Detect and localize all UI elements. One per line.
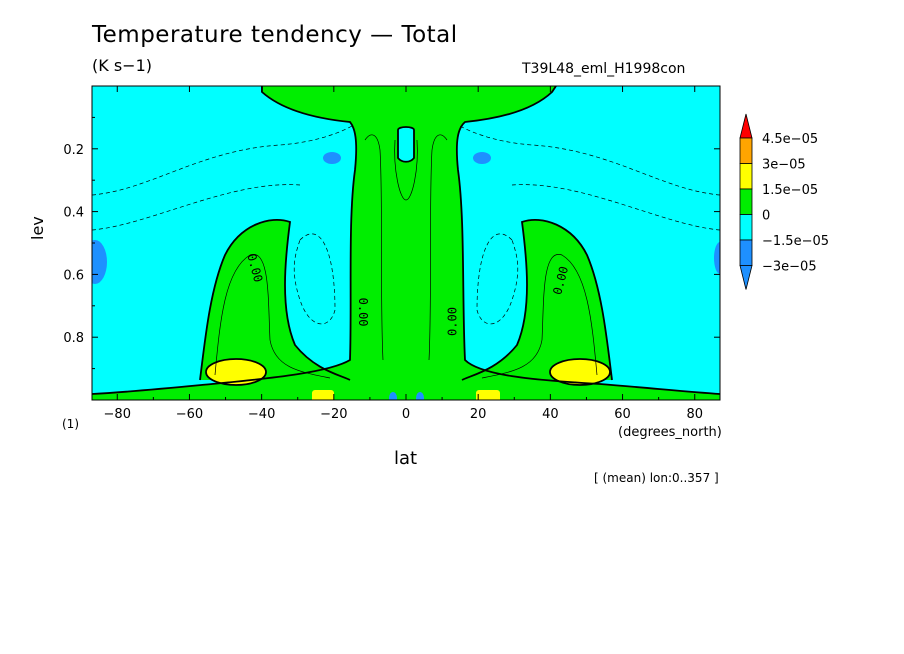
contour-fields (92, 86, 720, 400)
positive-left-lobe (200, 219, 350, 380)
x-axis-unit: (degrees_north) (618, 425, 722, 440)
colorbar-label: 1.5e−05 (762, 183, 818, 198)
contour-label: 0.00 (445, 307, 459, 336)
y-tick-label: 0.4 (63, 206, 84, 221)
colorbar-over-triangle (739, 113, 753, 139)
chart-title: Temperature tendency — Total (92, 22, 458, 48)
y-tick-label: 0.6 (63, 268, 84, 283)
colorbar-bin (739, 163, 753, 190)
run-label: T39L48_eml_H1998con (522, 61, 686, 77)
positive-strong-patch-surface-right (476, 390, 500, 400)
x-axis: −80 −60 −40 −20 0 20 40 60 80 (104, 86, 703, 422)
y-axis: 0.2 0.4 0.6 0.8 (63, 116, 720, 370)
x-tick-label: −60 (176, 407, 203, 422)
x-tick-label: −20 (320, 407, 347, 422)
colorbar-bin (739, 188, 753, 215)
negative-strong-patch-surface-1 (389, 392, 397, 400)
y-tick-label: 0.2 (63, 143, 84, 158)
negative-center-pocket (398, 127, 414, 162)
contour-label: 0.00 (356, 298, 370, 327)
x-tick-label: −80 (104, 407, 131, 422)
colorbar-label: 4.5e−05 (762, 132, 818, 147)
averaging-note: [ (mean) lon:0..357 ] (594, 471, 719, 485)
negative-strong-patch-left (323, 152, 341, 164)
negative-strong-patch-east-edge (714, 242, 720, 274)
colorbar: 4.5e−05 3e−05 1.5e−05 0 −1.5e−05 −3e−05 (739, 113, 829, 290)
colorbar-bin (739, 137, 753, 164)
chart-units: (K s−1) (92, 56, 152, 75)
negative-strong-patch-right (473, 152, 491, 164)
colorbar-under-triangle (739, 265, 753, 290)
x-tick-label: 20 (470, 407, 487, 422)
positive-right-lobe (462, 219, 612, 380)
positive-center-column (92, 86, 720, 400)
colorbar-label: 0 (762, 209, 770, 224)
x-tick-label: 0 (402, 407, 410, 422)
x-axis-label: lat (394, 448, 418, 469)
x-tick-label: 60 (614, 407, 631, 422)
colorbar-label: 3e−05 (762, 158, 806, 173)
zero-contour (92, 86, 720, 395)
y-axis-unit: (1) (62, 417, 79, 431)
colorbar-bin (739, 214, 753, 241)
positive-strong-patch-surface-left (312, 390, 334, 400)
positive-strong-patch-left (206, 359, 266, 385)
x-tick-label: −40 (248, 407, 275, 422)
negative-strong-patch-surface-2 (416, 392, 424, 400)
x-tick-label: 40 (542, 407, 559, 422)
colorbar-label: −3e−05 (762, 260, 817, 275)
colorbar-bin (739, 239, 753, 266)
y-tick-label: 0.8 (63, 331, 84, 346)
negative-strong-patch-west-edge (92, 240, 107, 284)
colorbar-label: −1.5e−05 (762, 234, 829, 249)
contour-lines (92, 125, 720, 379)
positive-strong-patch-right (550, 359, 610, 385)
x-tick-label: 80 (686, 407, 703, 422)
